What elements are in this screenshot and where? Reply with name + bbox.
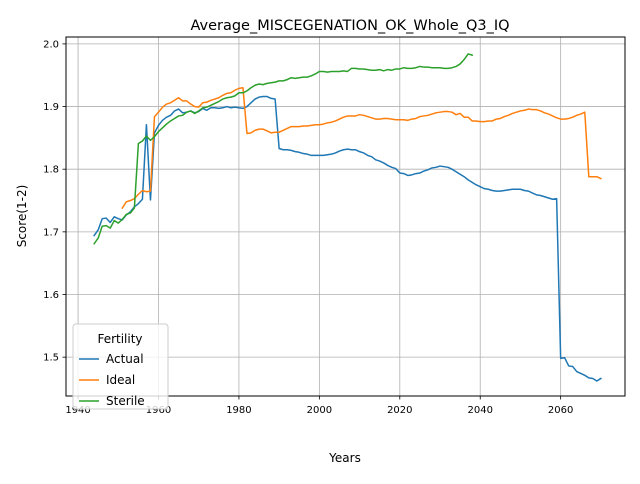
x-axis-label: Years	[328, 451, 361, 465]
series-layer	[93, 53, 602, 382]
x-tick-label: 2040	[467, 405, 492, 416]
legend-box	[72, 323, 169, 410]
x-tick-label: 1940	[65, 405, 90, 416]
plot-frame	[65, 36, 626, 397]
y-tick-label: 1.5	[43, 353, 59, 364]
series-line-ideal	[121, 87, 602, 210]
x-tick-label: 1980	[226, 405, 251, 416]
x-tick-label: 2000	[307, 405, 332, 416]
legend-entries: Actual Ideal Sterile	[79, 352, 145, 408]
legend-label-ideal: Ideal	[106, 373, 135, 387]
chart-title: Average_MISCEGENATION_OK_Whole_Q3_IQ	[190, 18, 509, 34]
y-axis-label: Score(1-2)	[15, 185, 29, 248]
x-axis: 1940 1960 1980 2000 2020 2040 2060	[65, 396, 573, 416]
legend-label-actual: Actual	[106, 352, 144, 366]
series-line-sterile	[93, 53, 474, 245]
legend-label-sterile: Sterile	[106, 394, 145, 408]
x-tick-label: 2060	[548, 405, 573, 416]
series-line-actual	[93, 95, 602, 382]
y-tick-label: 1.9	[43, 102, 59, 113]
x-tick-label: 2020	[387, 405, 412, 416]
y-tick-label: 2.0	[43, 39, 59, 50]
x-tick-label: 1960	[146, 405, 171, 416]
y-tick-label: 1.6	[43, 290, 59, 301]
legend-title: Fertility	[97, 332, 142, 346]
y-tick-label: 1.7	[43, 227, 59, 238]
y-tick-label: 1.8	[43, 165, 59, 176]
legend: Fertility Actual Ideal Sterile	[72, 323, 169, 410]
y-axis: 1.5 1.6 1.7 1.8 1.9 2.0	[43, 39, 66, 364]
